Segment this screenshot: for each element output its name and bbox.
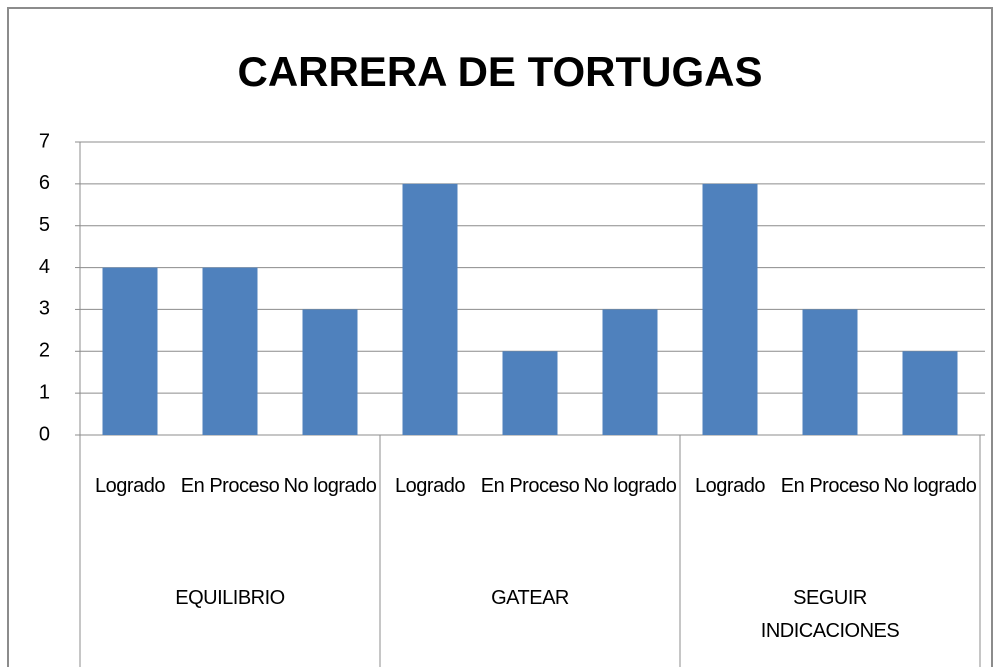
bar [202,267,258,435]
bar [302,309,358,435]
chart-title: CARRERA DE TORTUGAS [237,48,762,95]
x-tick-label: En Proceso [180,475,280,497]
bar [502,351,558,435]
y-tick-label: 2 [39,340,50,362]
x-tick-label: No logrado [583,475,677,497]
y-tick-label: 4 [39,256,50,278]
bar [602,309,658,435]
y-tick-label: 5 [39,214,50,236]
bar [102,267,158,435]
bar [702,183,758,435]
group-label: GATEAR [491,587,569,609]
y-tick-label: 1 [39,381,50,403]
x-tick-label: Logrado [695,475,765,497]
bar [402,183,458,435]
y-tick-label: 6 [39,172,50,194]
x-tick-label: No logrado [883,475,977,497]
y-tick-label: 0 [39,423,50,445]
x-tick-label: En Proceso [480,475,580,497]
bar [902,351,958,435]
x-tick-label: En Proceso [780,475,880,497]
group-label: SEGUIR INDICACIONES [760,587,900,642]
y-tick-label: 7 [39,130,50,152]
x-tick-label: No logrado [283,475,377,497]
group-label: EQUILIBRIO [175,587,285,609]
x-tick-label: Logrado [95,475,165,497]
x-tick-label: Logrado [395,475,465,497]
bar [802,309,858,435]
y-tick-label: 3 [39,298,50,320]
